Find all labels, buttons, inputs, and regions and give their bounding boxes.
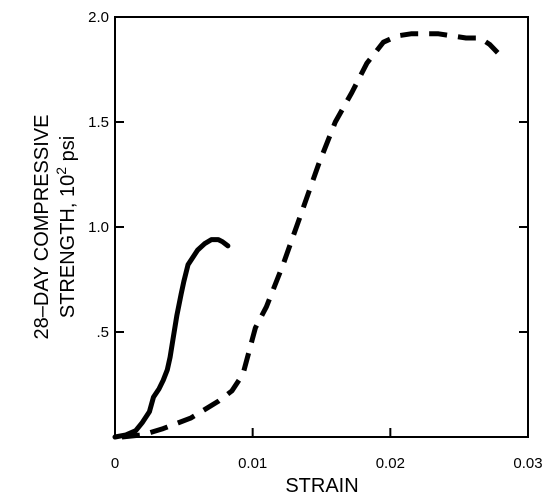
series-layer	[112, 31, 500, 440]
axis-ticks	[115, 121, 528, 437]
y-axis-title-line2: STRENGTH, 102 psi	[53, 136, 79, 318]
x-tick-label-1: 0.01	[238, 455, 267, 472]
x-axis-title: STRAIN	[285, 475, 358, 497]
y-tick-label-1: 1.0	[88, 219, 109, 236]
plot-frame	[114, 16, 529, 438]
y-tick-label-2: 1.5	[88, 114, 109, 131]
series-line-0-solid	[112, 237, 231, 440]
x-tick-label-3: 0.03	[513, 455, 542, 472]
y-axis-title-prefix: STRENGTH, 10	[57, 175, 79, 318]
y-axis-title-superscript: 2	[53, 167, 69, 175]
x-tick-label-0: 0	[111, 455, 119, 472]
y-axis-title: 28–DAY COMPRESSIVE STRENGTH, 102 psi	[31, 115, 79, 340]
y-tick-label-3: 2.0	[88, 9, 109, 26]
x-tick-label-2: 0.02	[376, 455, 405, 472]
y-axis-title-line1: 28–DAY COMPRESSIVE	[31, 115, 53, 340]
axis-tick-labels: 0 0.01 0.02 0.03 .5 1.0 1.5 2.0	[88, 9, 542, 472]
series-line-1-dashed	[121, 31, 500, 440]
y-tick-label-0: .5	[96, 324, 109, 341]
y-axis-title-suffix: psi	[57, 136, 79, 167]
